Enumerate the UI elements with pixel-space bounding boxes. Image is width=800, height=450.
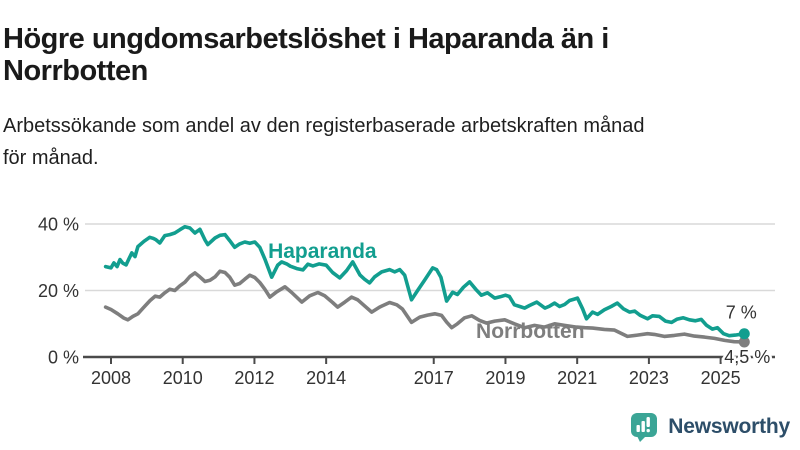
norrbotten-line	[103, 269, 747, 344]
norrbotten-end-value-label: 4,5 %	[724, 347, 770, 367]
x-tick-label-2019: 2019	[485, 368, 525, 388]
x-tick-label-2023: 2023	[629, 368, 669, 388]
x-tick-label-2008: 2008	[91, 368, 131, 388]
norrbotten-end-dot	[738, 336, 750, 348]
x-tick-label-2017: 2017	[414, 368, 454, 388]
page-title: Högre ungdomsarbetslöshet i Haparanda än…	[3, 23, 793, 87]
chart-subtitle: Arbetssökande som andel av den registerb…	[3, 110, 793, 174]
y-tick-label-0: 0 %	[48, 348, 79, 368]
y-tick-label-20: 20 %	[38, 281, 79, 301]
x-tick-label-2012: 2012	[234, 368, 274, 388]
x-tick-label-2025: 2025	[701, 368, 741, 388]
haparanda-end-value-label: 7 %	[726, 303, 757, 323]
page-title-line2: Norrbotten	[3, 55, 148, 88]
chart-subtitle-line1: Arbetssökande som andel av den registerb…	[3, 115, 645, 137]
norrbotten-series-label: Norrbotten	[476, 320, 585, 343]
x-tick-label-2014: 2014	[306, 368, 346, 388]
page-title-line1: Högre ungdomsarbetslöshet i Haparanda än…	[3, 23, 609, 56]
haparanda-line	[103, 224, 747, 338]
newsworthy-logo: Newsworthy	[630, 412, 790, 442]
x-tick-label-2010: 2010	[163, 368, 203, 388]
x-tick-label-2021: 2021	[557, 368, 597, 388]
newsworthy-wordmark: Newsworthy	[668, 415, 790, 438]
haparanda-end-dot	[738, 328, 750, 340]
haparanda-series-label: Haparanda	[268, 240, 377, 263]
y-tick-label-40: 40 %	[38, 215, 79, 235]
newsworthy-logo-icon	[631, 413, 658, 442]
chart-subtitle-line2: för månad.	[3, 147, 99, 169]
